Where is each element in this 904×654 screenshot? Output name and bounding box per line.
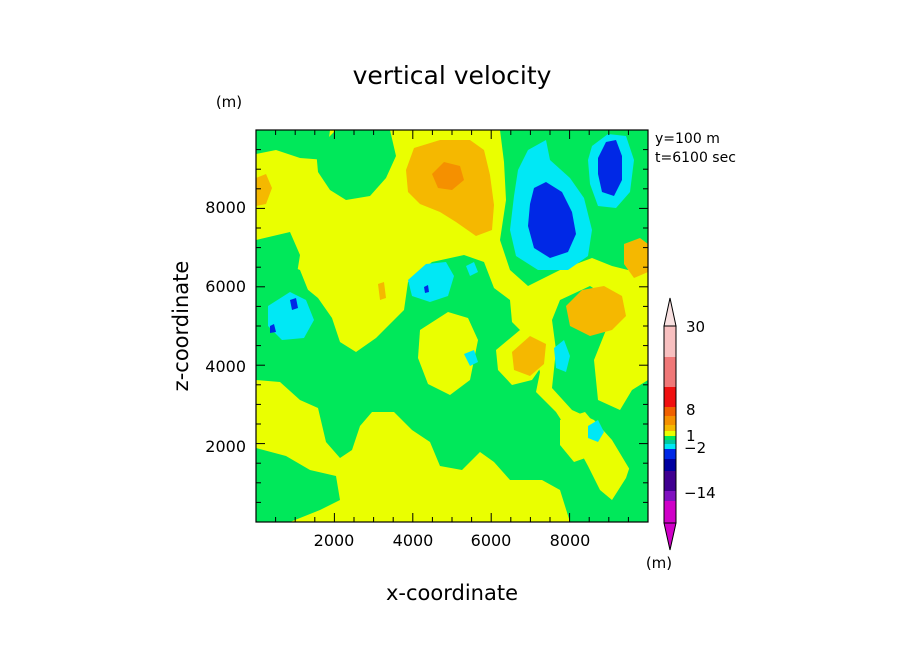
x-axis-label: x-coordinate [386,581,518,605]
yellow-island [560,412,600,462]
colorbar-swatch [664,440,676,444]
green-region [316,130,396,200]
colorbar-top-arrow [663,297,677,327]
cyan-patch [588,420,604,442]
cyan-patch [408,262,454,302]
green-region [256,130,330,160]
colorbar-swatch [664,357,676,387]
y-tick-label: 2000 [205,437,246,456]
colorbar-swatch [664,491,676,501]
orange-updraft [432,162,464,190]
blue-downdraft [598,140,622,196]
y-tick-label: 4000 [205,357,246,376]
colorbar-swatch [664,407,676,416]
colorbar-swatch [664,436,676,440]
cyan-patch [268,292,314,340]
x-axis: 2000 4000 6000 8000 [314,531,591,550]
colorbar-swatch [664,449,676,459]
y-axis-label: z-coordinate [169,261,193,392]
yellow-island [378,440,432,500]
colorbar-swatch [664,326,676,357]
colorbar-swatch [664,501,676,523]
colorbar: 30 8 1 −2 −14 (m) [646,297,716,572]
yellow-island [418,312,478,395]
orange-updraft [512,336,546,376]
x-tick-label: 6000 [471,531,512,550]
colorbar-frame [663,325,677,524]
colorbar-unit-label: (m) [646,554,672,572]
chart-title: vertical velocity [353,61,552,90]
colorbar-swatch [664,471,676,491]
blue-downdraft [528,182,576,258]
y-axis: 8000 6000 4000 2000 [205,198,246,456]
blue-downdraft [270,324,276,333]
cyan-patch [554,340,570,372]
colorbar-label: 8 [686,401,696,419]
colorbar-bottom-arrow [663,522,677,551]
blue-downdraft [290,298,298,310]
colorbar-swatch [664,444,676,449]
cyan-patch [464,350,478,366]
colorbar-swatch [664,431,676,436]
orange-updraft [624,238,648,278]
colorbar-label: −14 [684,484,716,502]
colorbar-swatch [664,425,676,431]
x-tick-label: 2000 [314,531,355,550]
colorbar-swatch [664,387,676,407]
blue-downdraft [424,285,429,293]
annotation-t: t=6100 sec [655,150,736,166]
colorbar-label: 30 [686,318,705,336]
colorbar-label: 1 [686,427,696,445]
cyan-patch [466,262,478,276]
orange-updraft [256,174,272,206]
y-tick-label: 8000 [205,198,246,217]
colorbar-swatch [664,416,676,425]
colorbar-label: −2 [684,439,706,457]
y-tick-label: 6000 [205,277,246,296]
green-region [552,286,648,470]
colorbar-swatch [664,459,676,471]
axis-ticks [256,130,648,522]
green-region [256,448,340,522]
annotation-y: y=100 m [655,131,720,147]
y-unit-label: (m) [216,93,242,111]
contour-field [256,130,648,522]
x-tick-label: 8000 [550,531,591,550]
orange-updraft [378,282,386,300]
orange-updraft [566,286,626,336]
x-tick-label: 4000 [393,531,434,550]
